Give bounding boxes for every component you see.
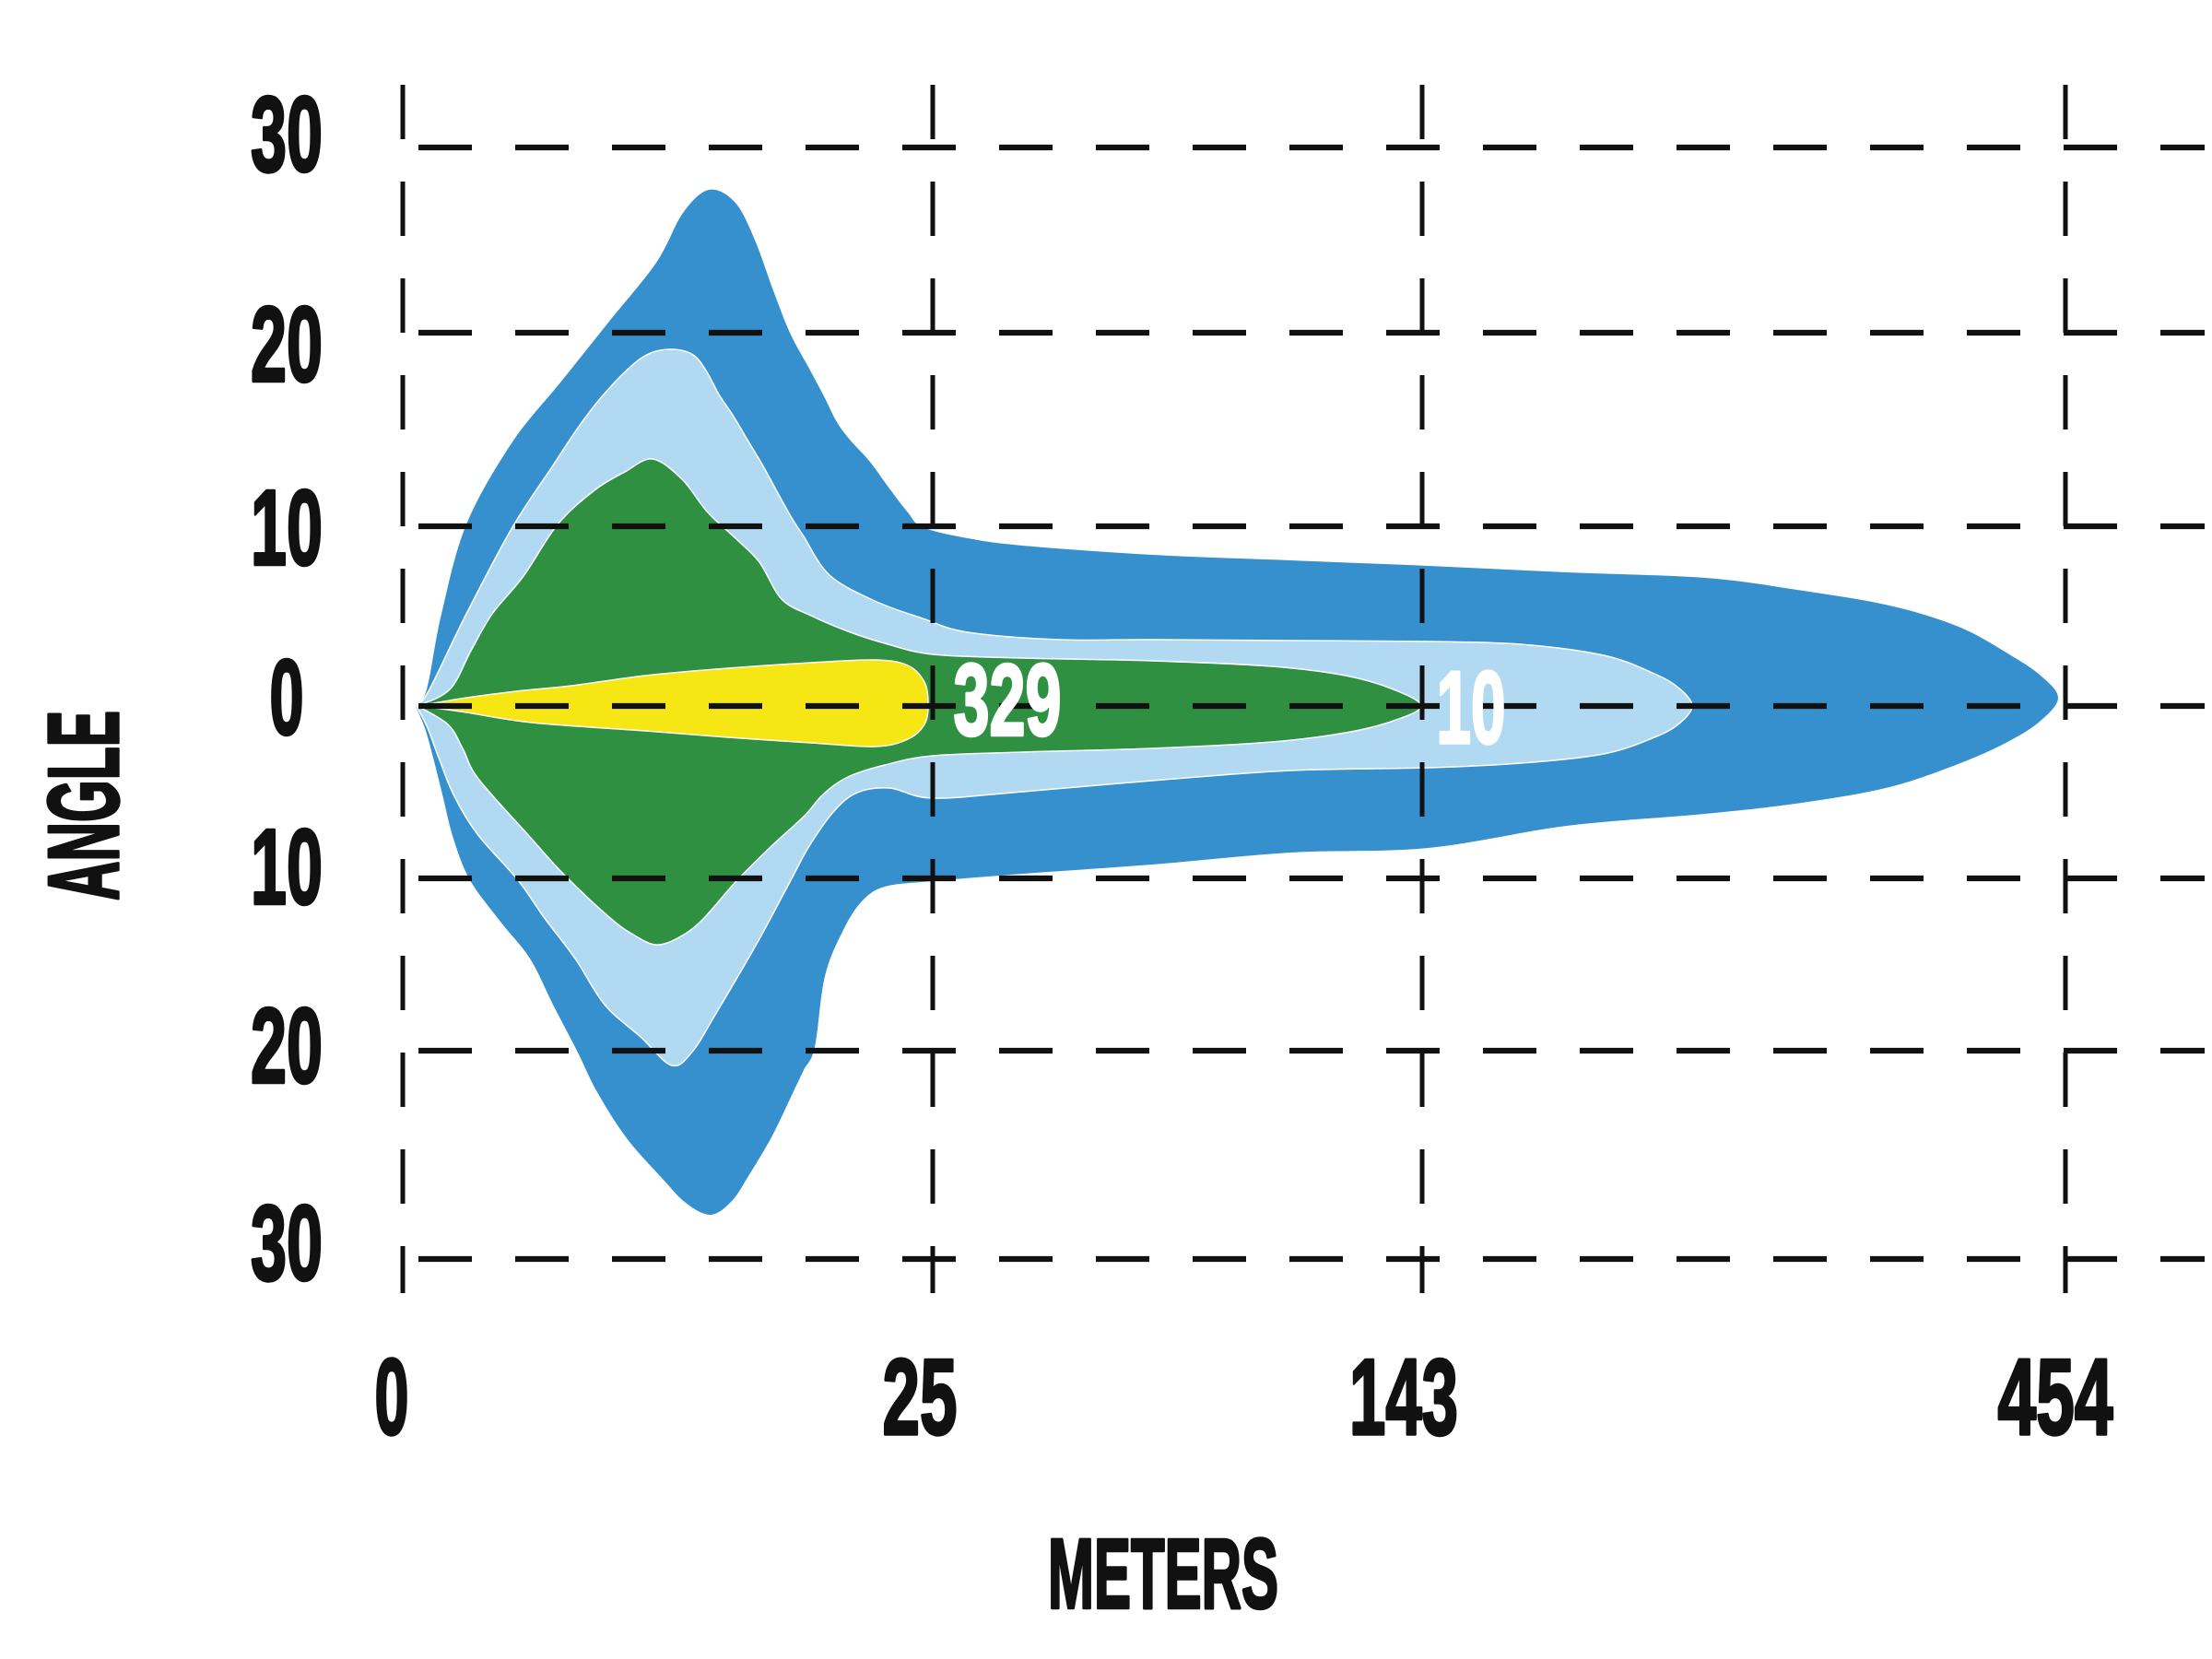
svg-text:25: 25 — [883, 1336, 958, 1457]
svg-text:10: 10 — [1437, 650, 1506, 765]
svg-text:0: 0 — [375, 1336, 409, 1457]
svg-text:454: 454 — [1998, 1336, 2113, 1457]
svg-text:0: 0 — [270, 638, 304, 758]
svg-text:329: 329 — [954, 644, 1062, 758]
svg-text:METERS: METERS — [1048, 1519, 1278, 1630]
svg-text:20: 20 — [251, 986, 323, 1106]
svg-text:10: 10 — [251, 468, 323, 588]
svg-text:143: 143 — [1349, 1336, 1458, 1457]
svg-text:30: 30 — [251, 75, 323, 194]
svg-text:20: 20 — [251, 285, 323, 405]
svg-text:ANGLE: ANGLE — [28, 711, 140, 900]
svg-text:10: 10 — [251, 807, 323, 927]
svg-text:30: 30 — [251, 1183, 323, 1303]
